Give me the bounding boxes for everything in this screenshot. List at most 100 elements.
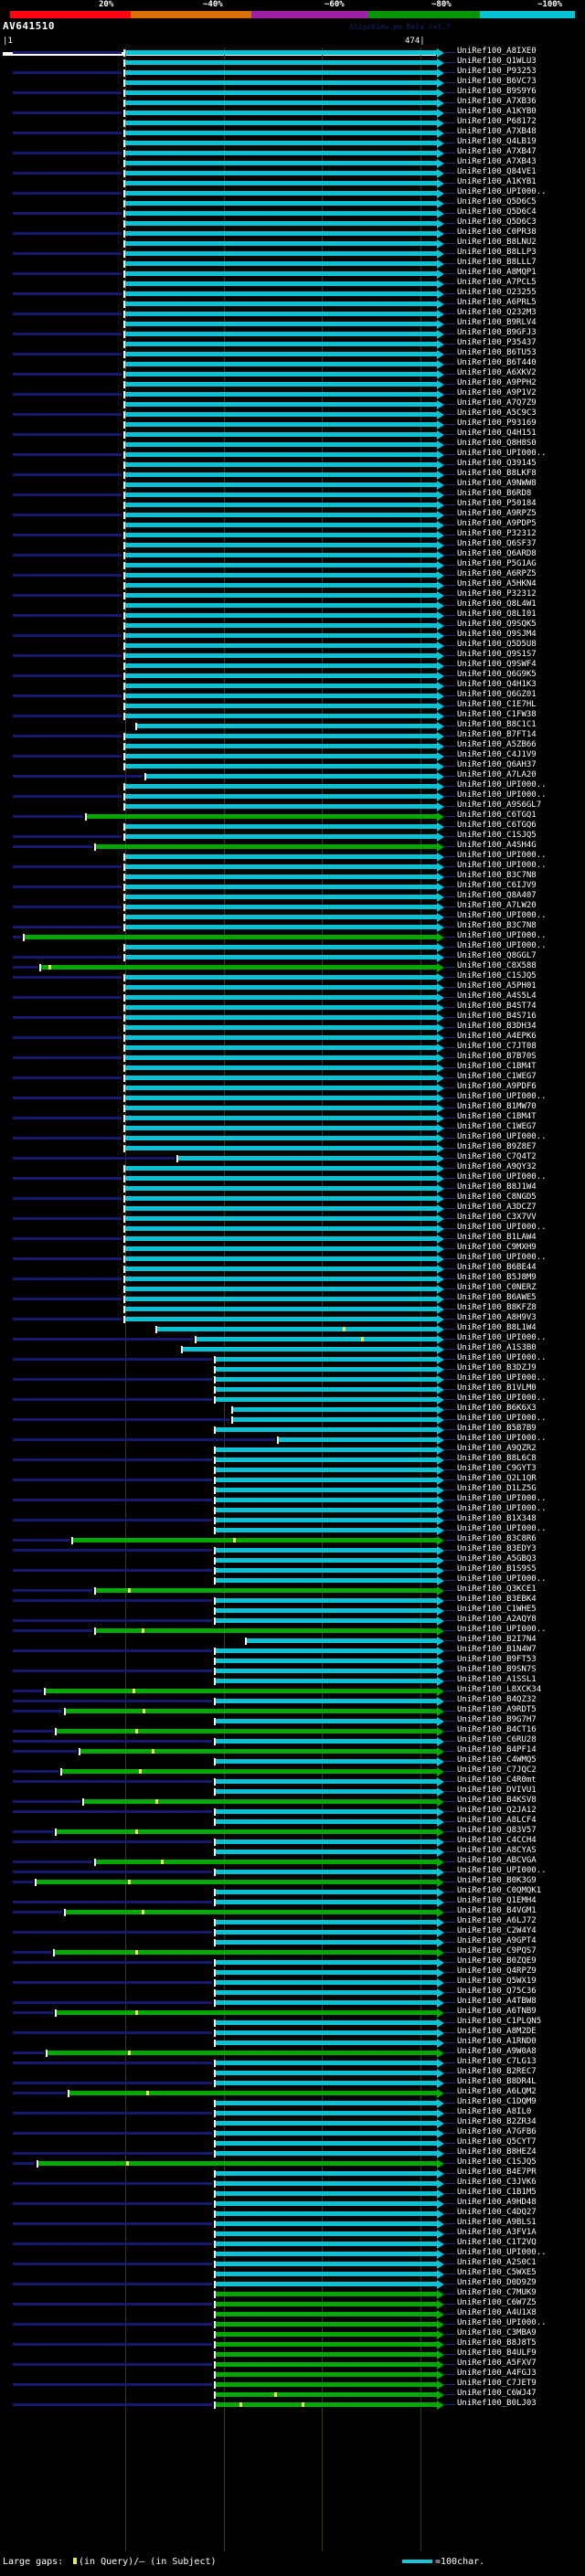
- sequence-accession-label[interactable]: UniRef100_B4E7PR: [457, 2168, 537, 2177]
- alignment-row[interactable]: UniRef100_UPI000..: [0, 1353, 585, 1364]
- hsp-bar[interactable]: [216, 1558, 437, 1563]
- sequence-accession-label[interactable]: UniRef100_A6TNB9: [457, 2007, 537, 2016]
- alignment-row[interactable]: UniRef100_UPI000..: [0, 780, 585, 791]
- alignment-row[interactable]: UniRef100_B6TU53: [0, 348, 585, 359]
- sequence-accession-label[interactable]: UniRef100_A8H9V3: [457, 1313, 537, 1322]
- alignment-row[interactable]: UniRef100_A7GFB6: [0, 2127, 585, 2138]
- alignment-row[interactable]: UniRef100_B9S9Y6: [0, 87, 585, 98]
- hsp-bar[interactable]: [125, 281, 437, 286]
- hsp-bar[interactable]: [216, 2231, 437, 2236]
- alignment-row[interactable]: UniRef100_Q39145: [0, 459, 585, 470]
- hsp-bar[interactable]: [80, 1749, 437, 1754]
- hsp-bar[interactable]: [125, 231, 437, 236]
- sequence-accession-label[interactable]: UniRef100_A9W0A8: [457, 2047, 537, 2056]
- hsp-bar[interactable]: [216, 2312, 437, 2316]
- alignment-row[interactable]: UniRef100_A7XB48: [0, 127, 585, 138]
- hsp-bar[interactable]: [146, 774, 437, 779]
- hsp-bar[interactable]: [125, 1116, 437, 1120]
- sequence-accession-label[interactable]: UniRef100_UPI000..: [457, 1172, 547, 1182]
- alignment-row[interactable]: UniRef100_A4S5L4: [0, 991, 585, 1002]
- sequence-accession-label[interactable]: UniRef100_C6TGQ1: [457, 811, 537, 820]
- hsp-bar[interactable]: [216, 2191, 437, 2196]
- alignment-row[interactable]: UniRef100_B4CT16: [0, 1725, 585, 1736]
- hsp-bar[interactable]: [216, 2402, 437, 2407]
- sequence-accession-label[interactable]: UniRef100_A8IL0: [457, 2107, 532, 2116]
- hsp-bar[interactable]: [216, 2242, 437, 2246]
- alignment-row[interactable]: UniRef100_C4WMQ5: [0, 1755, 585, 1766]
- alignment-row[interactable]: UniRef100_B2I7N4: [0, 1635, 585, 1646]
- sequence-accession-label[interactable]: UniRef100_A5HKN4: [457, 579, 537, 588]
- hsp-bar[interactable]: [57, 1829, 437, 1834]
- hsp-bar[interactable]: [125, 754, 437, 758]
- sequence-accession-label[interactable]: UniRef100_C1PLQN5: [457, 2017, 542, 2026]
- sequence-accession-label[interactable]: UniRef100_Q5D6C3: [457, 217, 537, 227]
- alignment-row[interactable]: UniRef100_B4ST74: [0, 1002, 585, 1012]
- hsp-bar[interactable]: [125, 322, 437, 326]
- sequence-accession-label[interactable]: UniRef100_B9GFJ3: [457, 328, 537, 337]
- sequence-accession-label[interactable]: UniRef100_C4R0mt: [457, 1776, 537, 1785]
- hsp-bar[interactable]: [25, 935, 437, 939]
- alignment-row[interactable]: UniRef100_UPI000..: [0, 2318, 585, 2329]
- alignment-row[interactable]: UniRef100_C7JET9: [0, 2379, 585, 2390]
- alignment-row[interactable]: UniRef100_B6VC73: [0, 77, 585, 88]
- alignment-row[interactable]: UniRef100_Q5D6C5: [0, 197, 585, 208]
- hsp-bar[interactable]: [125, 452, 437, 457]
- alignment-row[interactable]: UniRef100_P68172: [0, 117, 585, 128]
- alignment-row[interactable]: UniRef100_B6AWE5: [0, 1293, 585, 1304]
- alignment-row[interactable]: UniRef100_A3FV1A: [0, 2228, 585, 2239]
- sequence-accession-label[interactable]: UniRef100_P35437: [457, 338, 537, 347]
- sequence-accession-label[interactable]: UniRef100_B1VLM0: [457, 1383, 537, 1393]
- alignment-row[interactable]: UniRef100_B7FT14: [0, 730, 585, 741]
- alignment-row[interactable]: UniRef100_P32312: [0, 589, 585, 600]
- alignment-row[interactable]: UniRef100_P32312: [0, 529, 585, 540]
- sequence-accession-label[interactable]: UniRef100_UPI000..: [457, 1373, 547, 1383]
- alignment-row[interactable]: UniRef100_UPI000..: [0, 1223, 585, 1234]
- alignment-row[interactable]: UniRef100_C1PLQN5: [0, 2017, 585, 2028]
- sequence-accession-label[interactable]: UniRef100_C4WMQ5: [457, 1755, 537, 1765]
- alignment-row[interactable]: UniRef100_A9GPT4: [0, 1936, 585, 1947]
- sequence-accession-label[interactable]: UniRef100_C2W4Y4: [457, 1926, 537, 1935]
- sequence-accession-label[interactable]: UniRef100_Q1WLU3: [457, 57, 537, 66]
- sequence-accession-label[interactable]: UniRef100_B4ST74: [457, 1002, 537, 1011]
- sequence-accession-label[interactable]: UniRef100_UPI000..: [457, 1494, 547, 1503]
- alignment-row[interactable]: UniRef100_A4SH4G: [0, 841, 585, 852]
- alignment-row[interactable]: UniRef100_B5J8M9: [0, 1273, 585, 1284]
- hsp-bar[interactable]: [125, 1086, 437, 1090]
- alignment-row[interactable]: UniRef100_C8NGD5: [0, 1193, 585, 1203]
- sequence-accession-label[interactable]: UniRef100_UPI000..: [457, 1092, 547, 1101]
- sequence-accession-label[interactable]: UniRef100_Q5D6C4: [457, 207, 537, 217]
- alignment-row[interactable]: UniRef100_UPI000..: [0, 2248, 585, 2259]
- hsp-bar[interactable]: [125, 684, 437, 688]
- alignment-row[interactable]: UniRef100_UPI000..: [0, 1172, 585, 1183]
- alignment-row[interactable]: UniRef100_Q4RPZ9: [0, 1966, 585, 1977]
- alignment-row[interactable]: UniRef100_P93253: [0, 67, 585, 78]
- hsp-bar[interactable]: [125, 181, 437, 186]
- hsp-bar[interactable]: [125, 995, 437, 1000]
- hsp-bar[interactable]: [62, 1769, 437, 1774]
- hsp-bar[interactable]: [216, 2201, 437, 2206]
- hsp-bar[interactable]: [216, 2030, 437, 2035]
- sequence-accession-label[interactable]: UniRef100_P32312: [457, 589, 537, 599]
- sequence-accession-label[interactable]: UniRef100_Q6SF37: [457, 539, 537, 548]
- alignment-row[interactable]: UniRef100_A8MQP1: [0, 268, 585, 279]
- hsp-bar[interactable]: [216, 2181, 437, 2186]
- sequence-accession-label[interactable]: UniRef100_A7PCL5: [457, 278, 537, 287]
- alignment-row[interactable]: UniRef100_B1MW70: [0, 1102, 585, 1113]
- alignment-row[interactable]: UniRef100_A8IXE0: [0, 47, 585, 58]
- hsp-bar[interactable]: [125, 261, 437, 266]
- hsp-bar[interactable]: [87, 814, 437, 819]
- sequence-accession-label[interactable]: UniRef100_A7XB43: [457, 157, 537, 166]
- sequence-accession-label[interactable]: UniRef100_D0D9Z9: [457, 2278, 537, 2287]
- sequence-accession-label[interactable]: UniRef100_A3FV1A: [457, 2228, 537, 2237]
- sequence-accession-label[interactable]: UniRef100_Q4H151: [457, 429, 537, 438]
- alignment-row[interactable]: UniRef100_B8LLL7: [0, 258, 585, 269]
- hsp-bar[interactable]: [125, 1025, 437, 1030]
- alignment-row[interactable]: UniRef100_C0PR38: [0, 228, 585, 239]
- alignment-row[interactable]: UniRef100_C9PQS7: [0, 1946, 585, 1957]
- hsp-bar[interactable]: [125, 1136, 437, 1140]
- alignment-row[interactable]: UniRef100_C4R0mt: [0, 1776, 585, 1786]
- hsp-bar[interactable]: [125, 523, 437, 527]
- sequence-accession-label[interactable]: UniRef100_A8CYAS: [457, 1846, 537, 1855]
- hsp-bar[interactable]: [216, 2352, 437, 2357]
- sequence-accession-label[interactable]: UniRef100_C0QMQK1: [457, 1886, 542, 1895]
